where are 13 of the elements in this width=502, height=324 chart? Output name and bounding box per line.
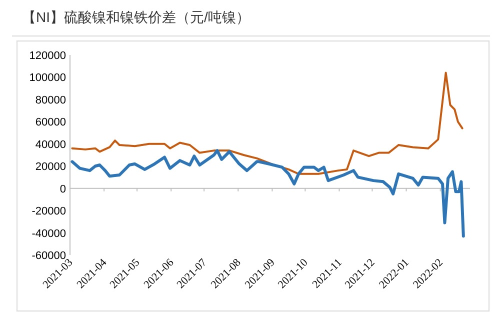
y-tick-label: 0 <box>60 183 66 196</box>
line-series <box>71 72 464 175</box>
y-tick-label: 20000 <box>35 161 66 174</box>
y-tick-label: -60000 <box>32 250 66 262</box>
chart-title: 【NI】硫酸镍和镍铁价差（元/吨镍） <box>22 9 250 25</box>
y-tick-label: -40000 <box>32 228 66 240</box>
y-tick-label: 100000 <box>29 72 66 84</box>
y-tick-label: 40000 <box>35 138 66 151</box>
y-tick-label: -20000 <box>32 206 66 218</box>
line-series <box>70 149 465 238</box>
y-tick-label: 80000 <box>35 94 66 106</box>
y-tick-label: 60000 <box>35 116 66 129</box>
y-tick-label: 120000 <box>29 50 66 62</box>
